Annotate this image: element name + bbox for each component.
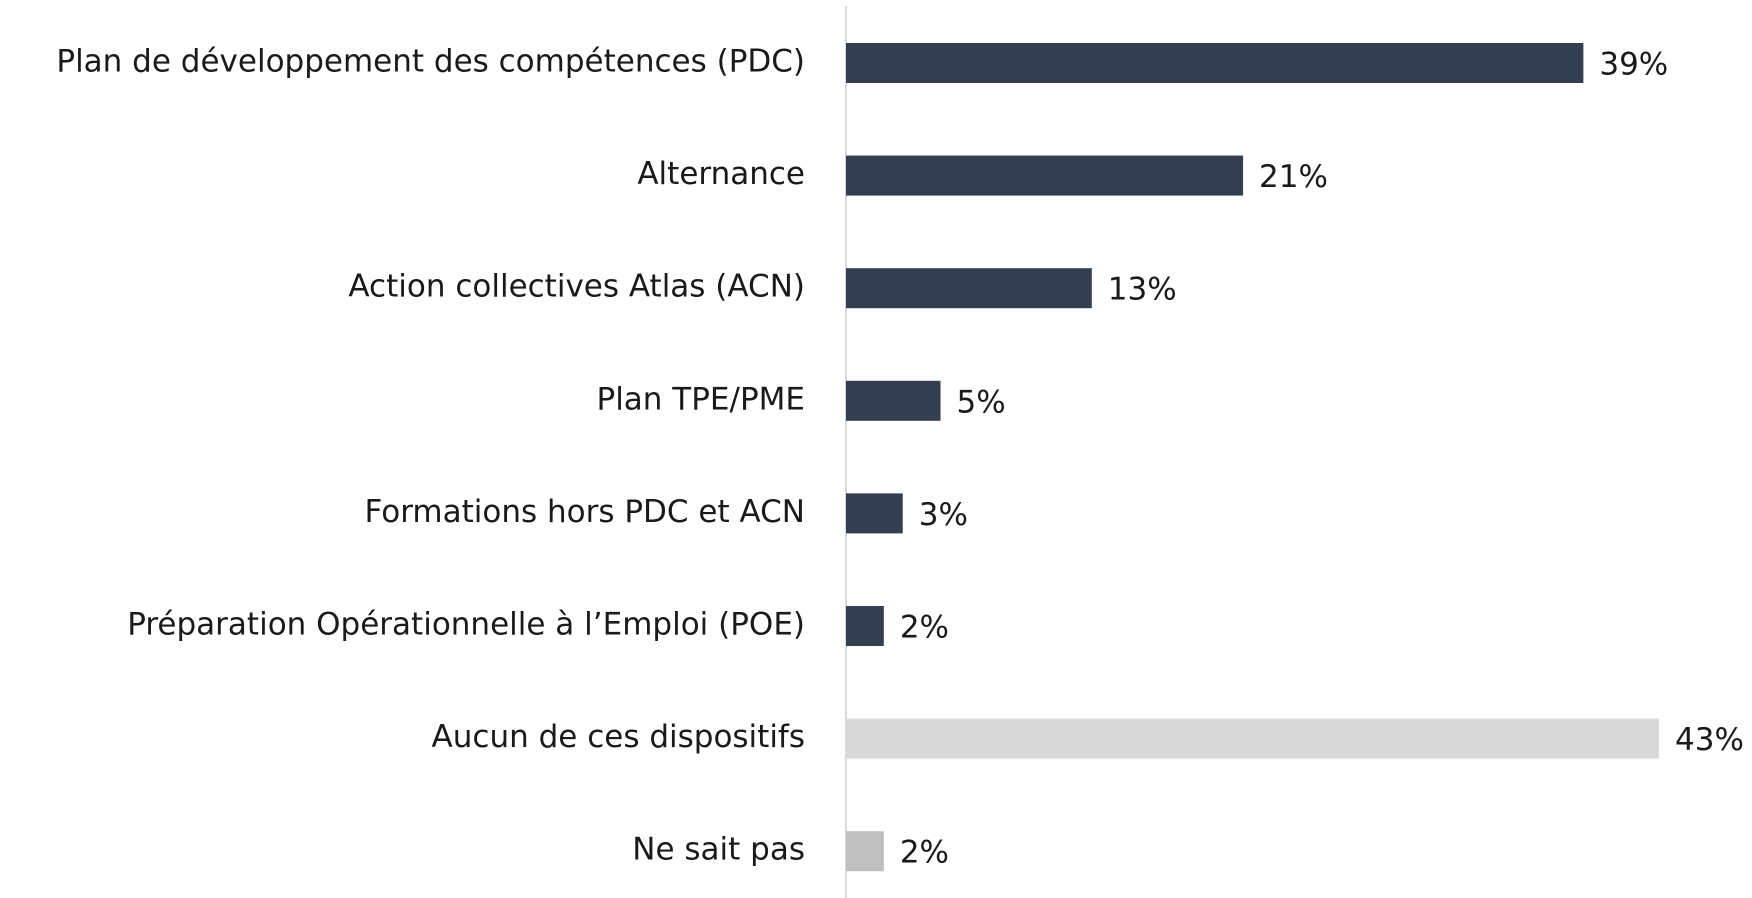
bar [846, 43, 1584, 83]
value-label: 5% [957, 384, 1006, 420]
value-label: 21% [1259, 159, 1328, 195]
category-label: Alternance [637, 156, 805, 192]
bar [846, 493, 903, 534]
value-label: 3% [919, 497, 968, 533]
bar [846, 831, 884, 872]
category-label: Aucun de ces dispositifs [432, 719, 805, 755]
bar [846, 268, 1092, 309]
category-label: Formations hors PDC et ACN [365, 494, 805, 530]
category-label: Ne sait pas [632, 832, 805, 868]
category-label: Plan de développement des compétences (P… [56, 44, 805, 80]
bar [846, 606, 884, 646]
bar [846, 155, 1244, 196]
value-label: 43% [1675, 722, 1744, 758]
category-label: Action collectives Atlas (ACN) [348, 269, 805, 305]
value-label: 2% [900, 610, 949, 646]
bar [846, 380, 941, 421]
value-label: 13% [1108, 272, 1177, 308]
value-label: 39% [1599, 47, 1668, 83]
category-label: Plan TPE/PME [597, 381, 806, 417]
bar [846, 718, 1659, 759]
value-label: 2% [900, 835, 949, 871]
category-label: Préparation Opérationnelle à l’Emploi (P… [127, 607, 805, 643]
